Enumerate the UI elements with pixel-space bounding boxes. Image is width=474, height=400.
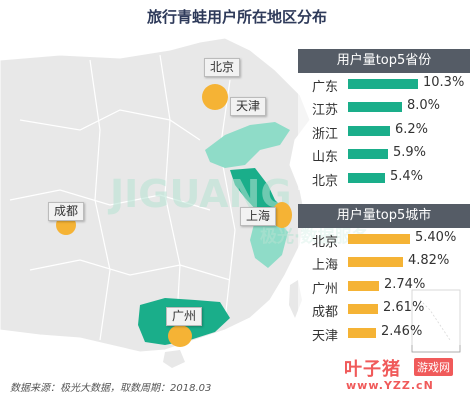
city-category-label: 成都 [312, 305, 339, 321]
city-label-chengdu: 成都 [48, 202, 85, 221]
province-value-label: 10.3% [423, 75, 465, 90]
city-row: 北京 5.40% [298, 228, 470, 251]
city-label-guangzhou: 广州 [166, 307, 203, 326]
city-bar [348, 234, 410, 244]
city-dot-shanghai [272, 202, 292, 228]
province-category-label: 浙江 [312, 126, 339, 142]
city-row: 上海 4.82% [298, 251, 470, 274]
panel-title-cities: 用户量top5城市 [298, 204, 470, 228]
province-row: 江苏 8.0% [298, 96, 470, 119]
logo-url: www.YZZ.cN [346, 379, 434, 392]
logo-badge: 游戏网 [414, 358, 453, 376]
city-label-tianjin: 天津 [230, 97, 267, 116]
city-row: 成都 2.61% [298, 298, 470, 321]
province-row: 浙江 6.2% [298, 120, 470, 143]
city-bar [348, 304, 378, 315]
province-borders [9, 54, 236, 351]
cities-bars: 北京 5.40% 上海 4.82% 广州 2.74% 成都 2.61% 天津 2.46% [298, 228, 470, 345]
city-value-label: 2.46% [381, 323, 423, 339]
panel-top5-provinces: 用户量top5省份 广东 10.3% 江苏 8.0% 浙江 6.2% 山东 5.9% 北京 5.4… [298, 49, 470, 190]
province-row: 广东 10.3% [298, 73, 470, 96]
city-value-label: 2.61% [383, 300, 425, 316]
province-bar [348, 149, 388, 160]
city-value-label: 5.40% [415, 230, 457, 245]
panel-top5-cities: 用户量top5城市 北京 5.40% 上海 4.82% 广州 2.74% 成都 2.61% 天津… [298, 204, 470, 345]
city-dot-beijing [202, 84, 228, 110]
city-value-label: 2.74% [384, 276, 426, 292]
province-value-label: 5.9% [393, 145, 427, 161]
province-jiangsu [230, 168, 285, 218]
city-bar [348, 257, 403, 268]
city-category-label: 广州 [312, 281, 339, 297]
city-label-shanghai: 上海 [240, 207, 277, 226]
province-bar [348, 125, 390, 136]
province-category-label: 江苏 [312, 103, 339, 119]
province-row: 山东 5.9% [298, 143, 470, 166]
city-bar [348, 280, 379, 291]
city-category-label: 天津 [312, 328, 339, 344]
province-category-label: 广东 [312, 80, 339, 95]
city-row: 天津 2.46% [298, 322, 470, 345]
city-row: 广州 2.74% [298, 275, 470, 298]
province-bar [348, 79, 418, 89]
province-row: 北京 5.4% [298, 167, 470, 190]
province-value-label: 5.4% [390, 168, 424, 184]
province-value-label: 6.2% [395, 121, 429, 137]
province-category-label: 山东 [312, 150, 339, 166]
provinces-bars: 广东 10.3% 江苏 8.0% 浙江 6.2% 山东 5.9% 北京 5.4% [298, 73, 470, 190]
data-source-note: 数据来源：极光大数据，取数周期：2018.03 [10, 383, 212, 394]
city-category-label: 北京 [312, 235, 339, 250]
logo-text: 叶子猪 [344, 359, 401, 380]
city-category-label: 上海 [312, 258, 339, 274]
province-shandong [205, 122, 290, 168]
panel-title-provinces: 用户量top5省份 [298, 49, 470, 73]
chart-title: 旅行青蛙用户所在地区分布 [146, 8, 327, 26]
city-dot-guangzhou [168, 325, 192, 347]
province-value-label: 8.0% [407, 98, 441, 114]
province-bar [348, 102, 402, 113]
province-bar [348, 172, 385, 183]
province-category-label: 北京 [312, 173, 339, 189]
province-zhejiang [250, 218, 288, 268]
city-value-label: 4.82% [408, 253, 450, 269]
city-label-beijing: 北京 [204, 58, 241, 77]
city-bar [348, 327, 376, 338]
site-logo: 叶子猪 游戏网 www.YZZ.cN [344, 355, 468, 395]
province-hainan [163, 350, 185, 368]
